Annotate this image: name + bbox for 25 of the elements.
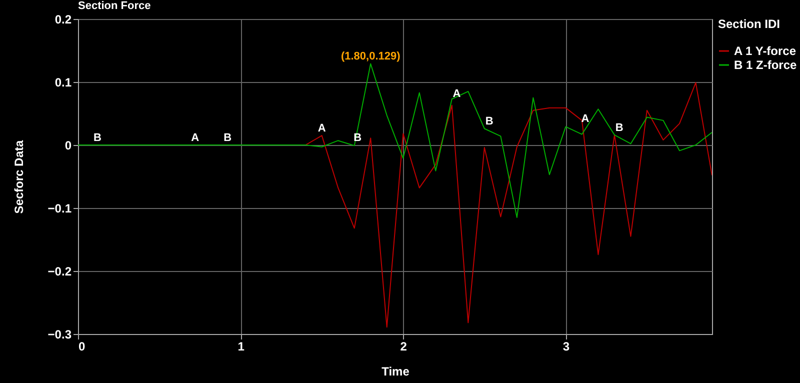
annotation: B bbox=[615, 122, 624, 134]
x-tick-label: 2 bbox=[400, 340, 408, 354]
line-series bbox=[78, 63, 712, 218]
y-tick-label: −0.3 bbox=[48, 328, 72, 342]
y-tick-label: 0.2 bbox=[54, 12, 72, 26]
x-tick-label: 1 bbox=[238, 340, 245, 354]
legend-label: A 1 Y-force bbox=[734, 44, 796, 58]
annotation: (1.80,0.129) bbox=[340, 50, 401, 63]
y-tick-label: 0.1 bbox=[54, 76, 72, 90]
annotation: A bbox=[191, 132, 200, 144]
x-axis-title: Time bbox=[382, 364, 410, 378]
annotation: B bbox=[94, 132, 102, 144]
annotation: B bbox=[224, 132, 232, 144]
legend-label: B 1 Z-force bbox=[734, 58, 798, 72]
y-axis-title: Secforc Data bbox=[12, 140, 26, 214]
y-tick-label: −0.1 bbox=[48, 202, 72, 216]
x-tick-label: 3 bbox=[562, 340, 570, 354]
annotation: A bbox=[581, 113, 590, 126]
legend-title: Section IDI bbox=[718, 17, 780, 31]
chart-title: Section Force bbox=[78, 0, 151, 12]
annotation: B bbox=[485, 116, 494, 128]
x-tick-label: 0 bbox=[78, 340, 86, 354]
y-tick-label: −0.2 bbox=[48, 264, 72, 278]
annotation: A bbox=[318, 122, 326, 135]
y-tick-label: 0 bbox=[64, 138, 72, 152]
